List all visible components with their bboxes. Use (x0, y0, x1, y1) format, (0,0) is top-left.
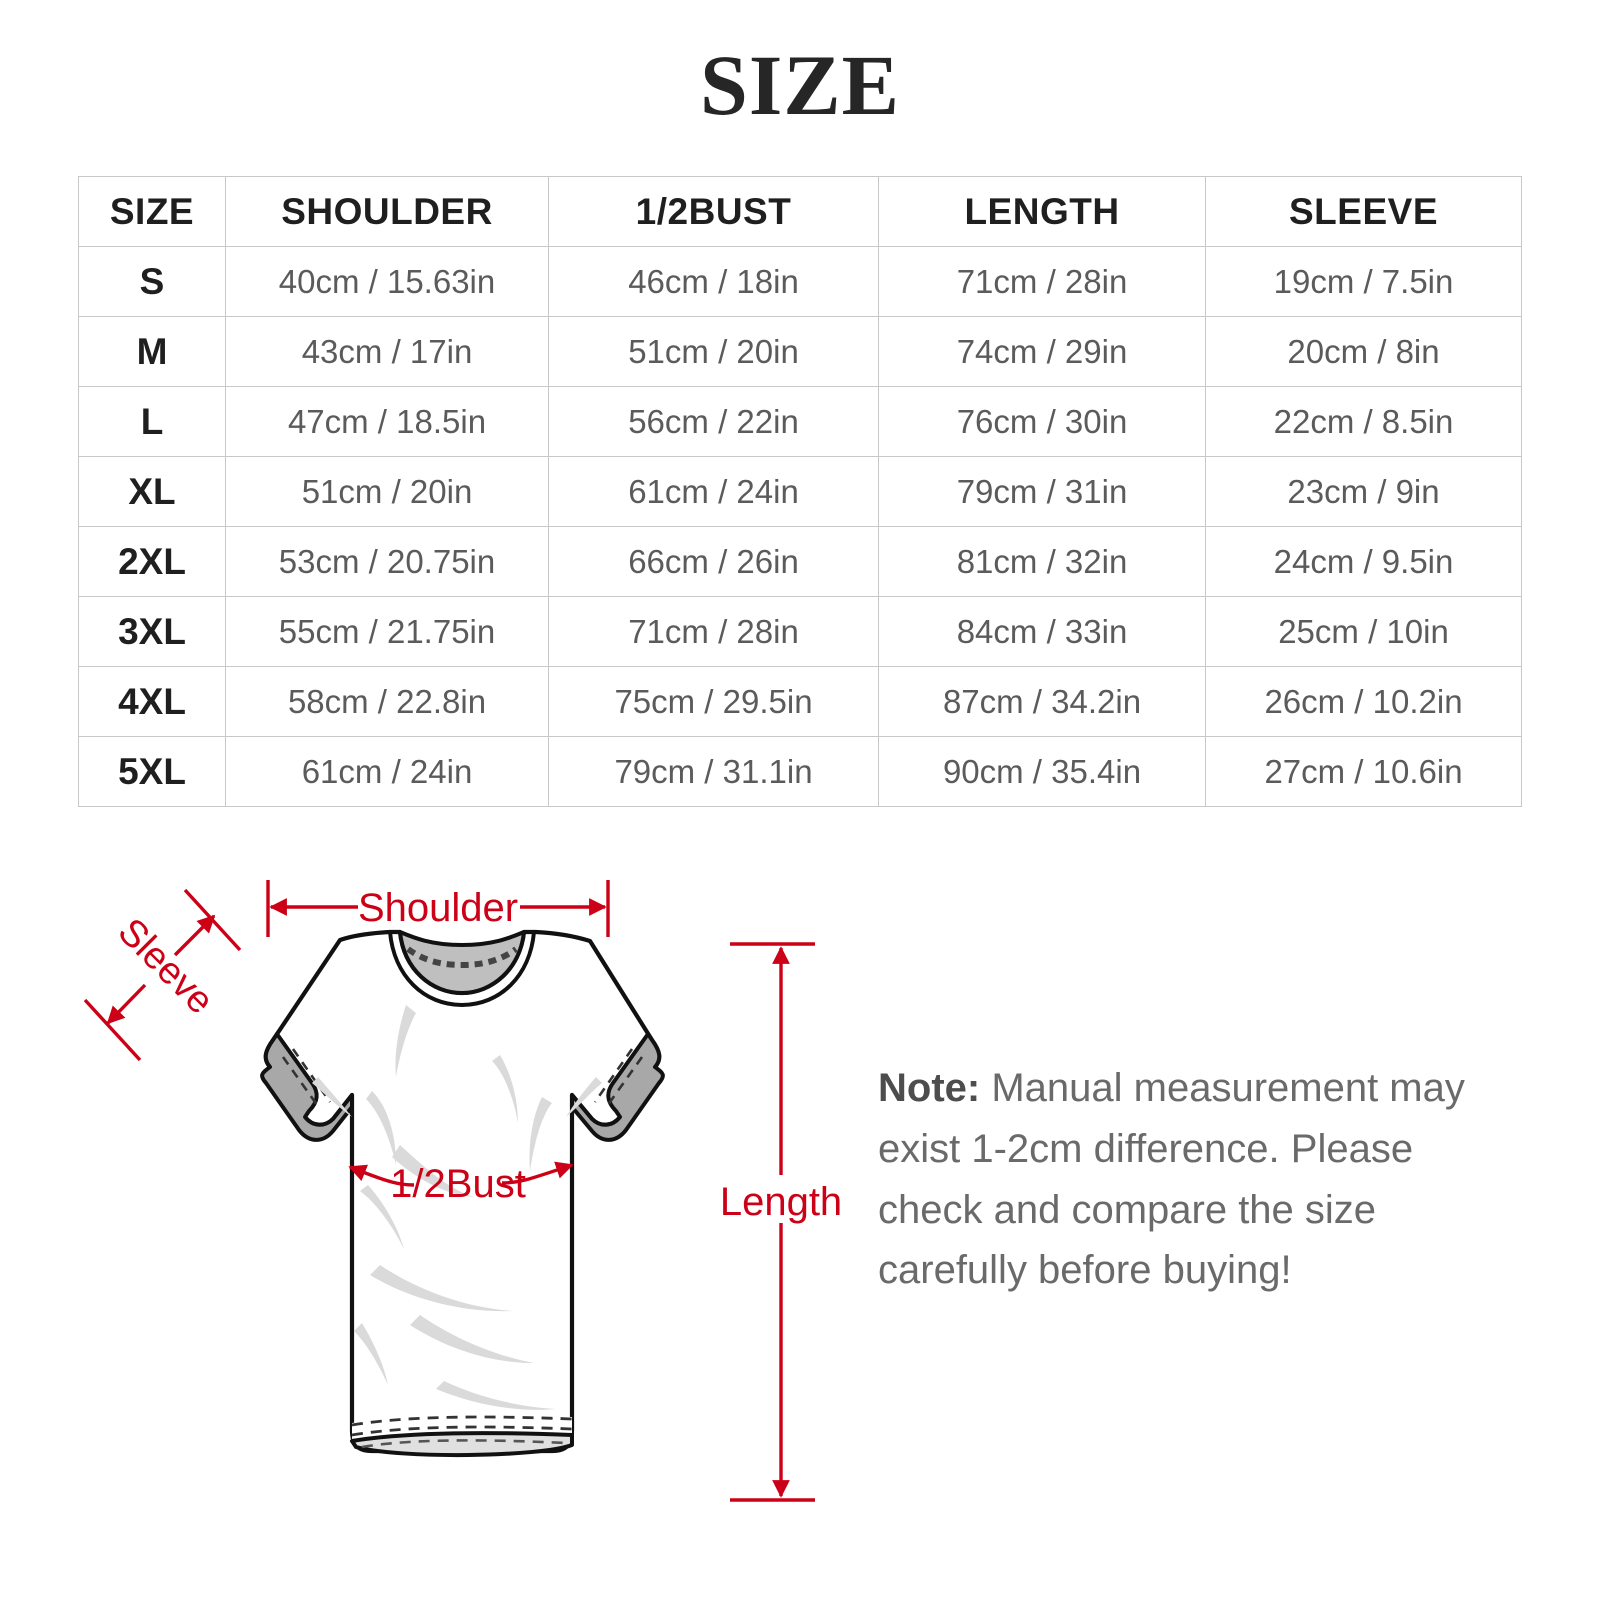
cell-bust: 51cm / 20in (548, 316, 879, 387)
cell-bust: 61cm / 24in (548, 456, 879, 527)
tshirt-illustration (260, 929, 665, 1458)
sleeve-dimension: Sleeve (83, 888, 242, 1062)
table-row: S 40cm / 15.63in 46cm / 18in 71cm / 28in… (78, 246, 1522, 317)
collar-stitch-band (406, 946, 518, 969)
sleeve-arrow-upper (173, 914, 216, 957)
cell-bust: 56cm / 22in (548, 386, 879, 457)
table-row: 5XL 61cm / 24in 79cm / 31.1in 90cm / 35.… (78, 736, 1522, 807)
cell-size: S (78, 246, 226, 317)
cell-shoulder: 51cm / 20in (225, 456, 549, 527)
left-cuff-stitch-outer (281, 1056, 322, 1110)
hem-band (352, 1415, 572, 1439)
cell-length: 84cm / 33in (878, 596, 1206, 667)
shoulder-dimension: Shoulder (266, 880, 610, 937)
cell-size: 4XL (78, 666, 226, 737)
table-row: M 43cm / 17in 51cm / 20in 74cm / 29in 20… (78, 316, 1522, 387)
column-header-bust: 1/2BUST (548, 176, 879, 247)
sleeve-arrow-lower (106, 983, 147, 1025)
cell-sleeve: 24cm / 9.5in (1205, 526, 1522, 597)
cell-shoulder: 58cm / 22.8in (225, 666, 549, 737)
cell-size: 3XL (78, 596, 226, 667)
column-header-shoulder: SHOULDER (225, 176, 549, 247)
cell-length: 79cm / 31in (878, 456, 1206, 527)
cell-sleeve: 27cm / 10.6in (1205, 736, 1522, 807)
cell-length: 81cm / 32in (878, 526, 1206, 597)
tshirt-measurement-diagram: Shoulder Sleeve 1/2Bust Length (0, 845, 860, 1545)
cell-shoulder: 47cm / 18.5in (225, 386, 549, 457)
cell-size: L (78, 386, 226, 457)
cell-length: 76cm / 30in (878, 386, 1206, 457)
cell-bust: 79cm / 31.1in (548, 736, 879, 807)
cell-length: 74cm / 29in (878, 316, 1206, 387)
cell-sleeve: 19cm / 7.5in (1205, 246, 1522, 317)
cell-sleeve: 22cm / 8.5in (1205, 386, 1522, 457)
bust-arrow-right (501, 1161, 574, 1185)
hem-stitch-base (361, 1439, 567, 1449)
length-dimension: Length (720, 942, 842, 1502)
bust-label: 1/2Bust (390, 1162, 526, 1206)
sleeve-tick-lower (83, 998, 142, 1062)
cell-size: 2XL (78, 526, 226, 597)
cell-bust: 71cm / 28in (548, 596, 879, 667)
cell-bust: 75cm / 29.5in (548, 666, 879, 737)
cell-size: XL (78, 456, 226, 527)
column-header-sleeve: SLEEVE (1205, 176, 1522, 247)
right-cuff-stitch-outer (603, 1056, 644, 1110)
cell-length: 71cm / 28in (878, 246, 1206, 317)
cell-shoulder: 53cm / 20.75in (225, 526, 549, 597)
cell-size: M (78, 316, 226, 387)
cell-length: 90cm / 35.4in (878, 736, 1206, 807)
cell-shoulder: 43cm / 17in (225, 316, 549, 387)
cell-length: 87cm / 34.2in (878, 666, 1206, 737)
note-text: Manual measurement may exist 1-2cm diffe… (878, 1066, 1465, 1293)
table-row: 2XL 53cm / 20.75in 66cm / 26in 81cm / 32… (78, 526, 1522, 597)
cell-sleeve: 20cm / 8in (1205, 316, 1522, 387)
cell-bust: 46cm / 18in (548, 246, 879, 317)
bust-dimension: 1/2Bust (348, 1161, 574, 1206)
measurement-note: Note: Manual measurement may exist 1-2cm… (878, 1058, 1508, 1301)
size-chart-table: SIZE SHOULDER 1/2BUST LENGTH SLEEVE S 40… (78, 176, 1522, 807)
table-header-row: SIZE SHOULDER 1/2BUST LENGTH SLEEVE (78, 176, 1522, 247)
sleeve-tick-upper (183, 888, 242, 952)
cell-sleeve: 26cm / 10.2in (1205, 666, 1522, 737)
cell-sleeve: 23cm / 9in (1205, 456, 1522, 527)
cell-size: 5XL (78, 736, 226, 807)
shoulder-label: Shoulder (358, 886, 518, 930)
column-header-length: LENGTH (878, 176, 1206, 247)
table-row: 4XL 58cm / 22.8in 75cm / 29.5in 87cm / 3… (78, 666, 1522, 737)
cell-sleeve: 25cm / 10in (1205, 596, 1522, 667)
fabric-shading (312, 1005, 602, 1410)
table-row: L 47cm / 18.5in 56cm / 22in 76cm / 30in … (78, 386, 1522, 457)
hem-base (350, 1431, 574, 1458)
table-row: XL 51cm / 20in 61cm / 24in 79cm / 31in 2… (78, 456, 1522, 527)
page-title: SIZE (699, 37, 901, 133)
note-label: Note: (878, 1066, 981, 1110)
cell-bust: 66cm / 26in (548, 526, 879, 597)
bust-arrow-left (348, 1164, 415, 1187)
table-row: 3XL 55cm / 21.75in 71cm / 28in 84cm / 33… (78, 596, 1522, 667)
right-cuff-stitch-inner (593, 1048, 634, 1103)
cell-shoulder: 55cm / 21.75in (225, 596, 549, 667)
size-chart-container: SIZE SHOULDER 1/2BUST LENGTH SLEEVE S 40… (78, 176, 1522, 807)
length-label: Length (720, 1180, 842, 1224)
cell-shoulder: 40cm / 15.63in (225, 246, 549, 317)
column-header-size: SIZE (78, 176, 226, 247)
cell-shoulder: 61cm / 24in (225, 736, 549, 807)
collar-outer-ring (388, 931, 536, 1008)
